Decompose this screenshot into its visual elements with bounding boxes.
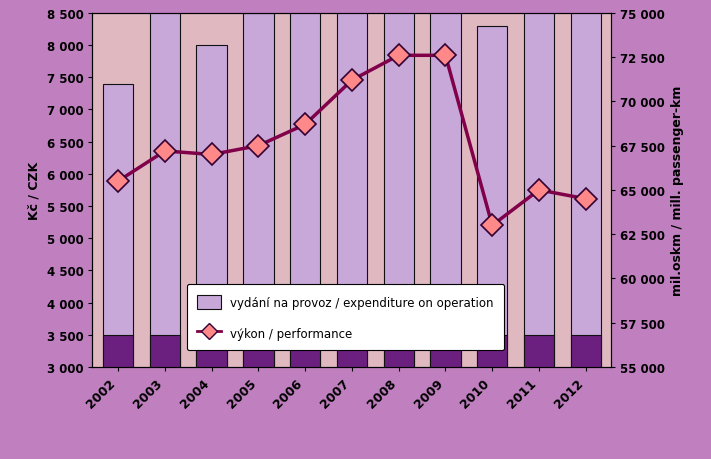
Bar [290,335,321,367]
Bar [383,0,414,367]
Bar [570,335,601,367]
Bar [430,335,461,367]
Bar [103,84,134,367]
Y-axis label: Kč / CZK: Kč / CZK [28,162,41,219]
Bar [337,0,367,367]
Bar [196,46,227,367]
Bar [243,335,274,367]
Bar [290,0,321,367]
Bar [150,335,180,367]
Bar [103,335,134,367]
Legend: vydání na provoz / expenditure on operation, výkon / performance: vydání na provoz / expenditure on operat… [186,284,504,351]
Bar [150,0,180,367]
Bar [383,335,414,367]
Bar [243,14,274,367]
Bar [430,0,461,367]
Bar [477,27,508,367]
Y-axis label: mil.oskm / mill. passenger-km: mil.oskm / mill. passenger-km [671,85,684,296]
Bar [196,335,227,367]
Bar [524,0,554,367]
Bar [337,335,367,367]
Bar [570,0,601,367]
Bar [524,335,554,367]
Bar [477,335,508,367]
